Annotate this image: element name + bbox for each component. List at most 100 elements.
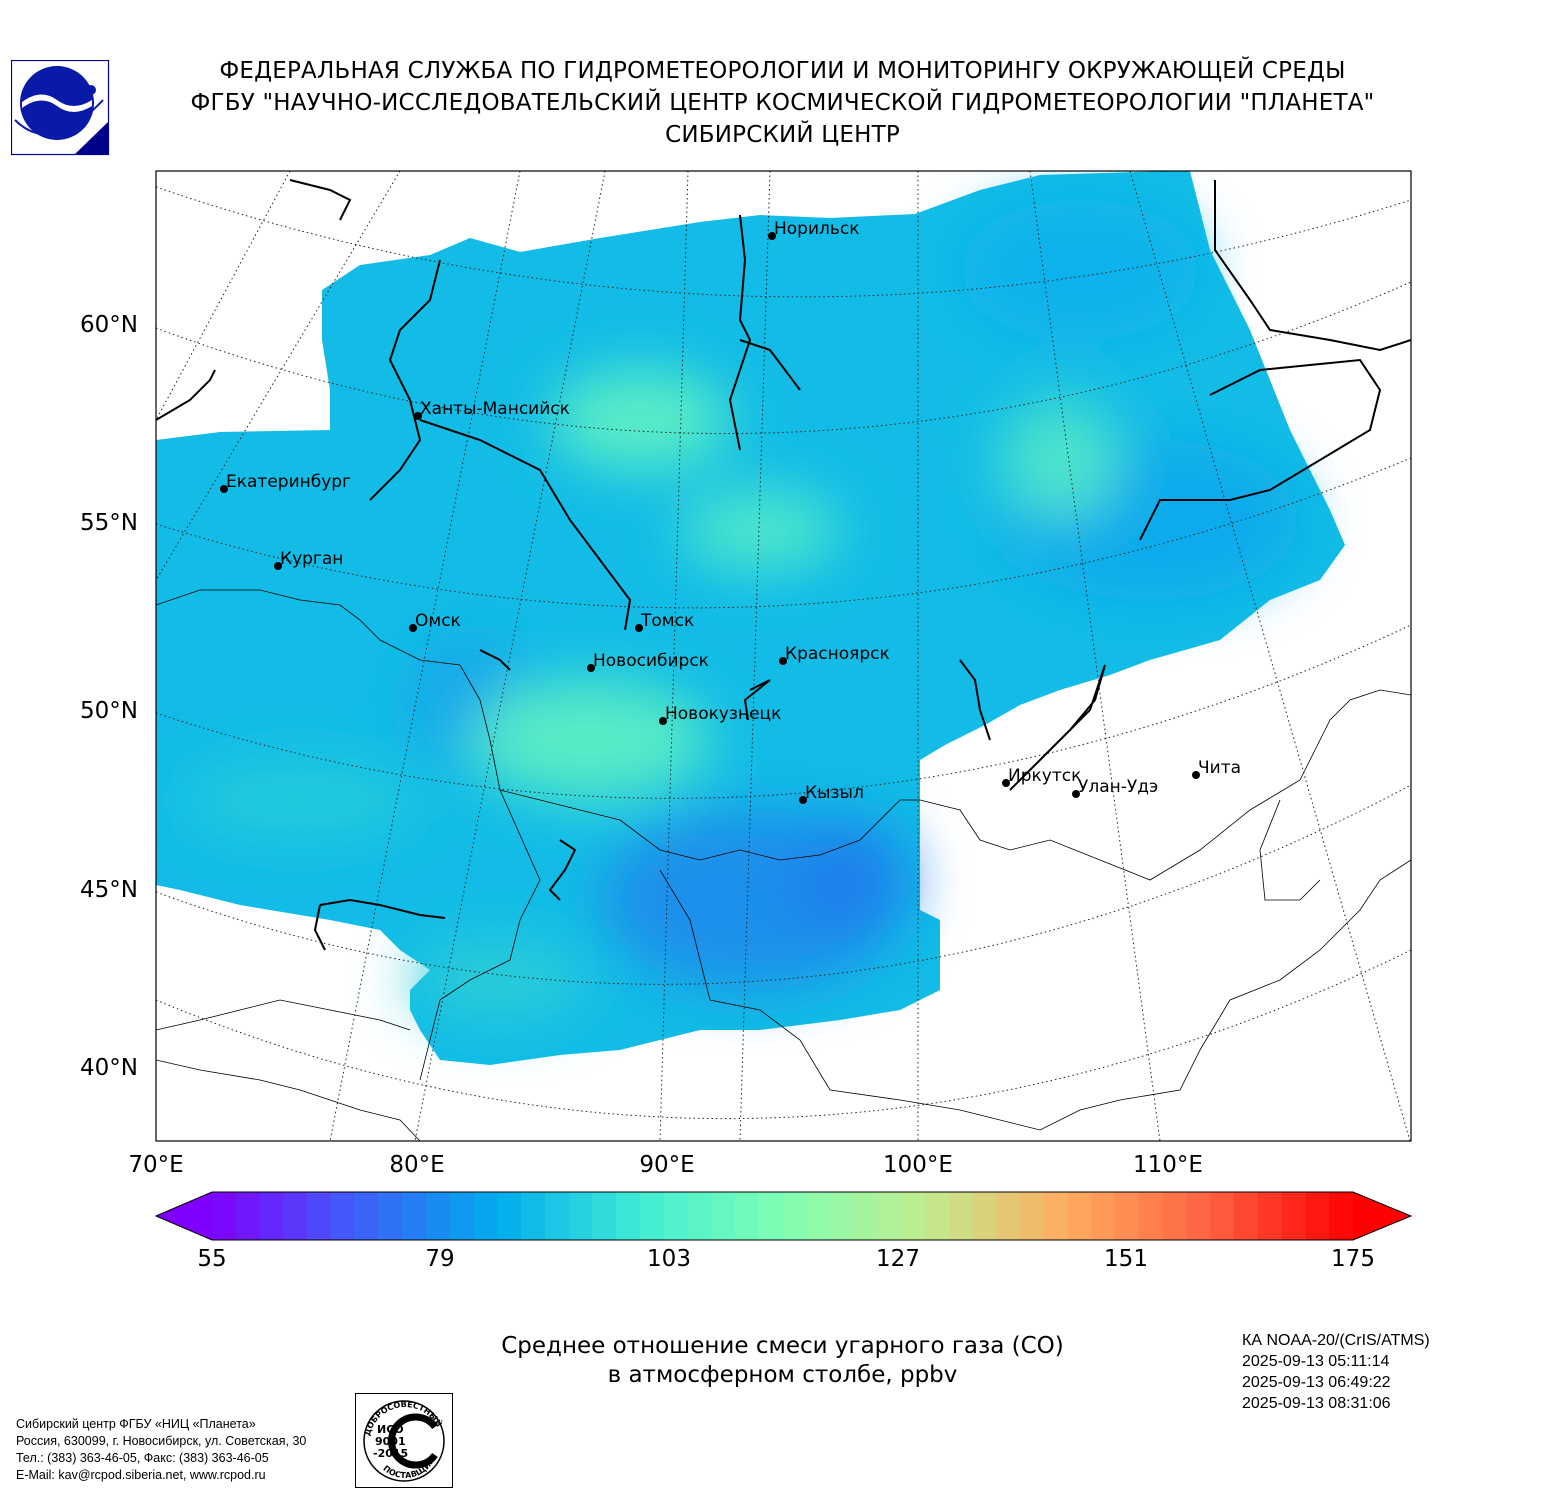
co-data-swath xyxy=(156,171,1345,1065)
colorbar-segment xyxy=(1043,1192,1069,1240)
city-label: Екатеринбург xyxy=(226,472,351,492)
colorbar-segment xyxy=(235,1192,261,1240)
colorbar-segment xyxy=(307,1192,332,1240)
address-line: Россия, 630099, г. Новосибирск, ул. Сове… xyxy=(16,1434,307,1448)
country-borders xyxy=(156,589,1411,1141)
lon-label-110: 110°E xyxy=(1133,1152,1203,1178)
city-dot xyxy=(587,664,595,672)
city-dot xyxy=(1072,790,1080,798)
lat-label-60: 60°N xyxy=(80,312,138,338)
colorbar-segment xyxy=(259,1192,284,1240)
graticule xyxy=(156,171,1411,1141)
colorbar-tick: 79 xyxy=(425,1246,455,1272)
city-label: Новосибирск xyxy=(593,651,709,671)
city-label: Чита xyxy=(1198,758,1241,778)
city-dot xyxy=(1002,779,1010,787)
colorbar-tick: 127 xyxy=(876,1246,920,1272)
pass-time: 2025-09-13 05:11:14 xyxy=(1242,1353,1390,1370)
colorbar-segment xyxy=(901,1192,926,1240)
city-label: Норильск xyxy=(774,219,860,239)
lon-label-90: 90°E xyxy=(639,1152,695,1178)
city-label: Томск xyxy=(640,611,694,631)
colorbar-segment xyxy=(497,1192,522,1240)
city-dot xyxy=(779,657,787,665)
colorbar-segment xyxy=(734,1192,760,1240)
lat-label-55: 55°N xyxy=(80,510,138,536)
colorbar-segment xyxy=(806,1192,831,1240)
colorbar-tick: 103 xyxy=(647,1246,691,1272)
address-line: E-Mail: kav@rcpod.siberia.net, www.rcpod… xyxy=(16,1468,266,1482)
colorbar-outline xyxy=(154,1191,1413,1241)
address-line: Тел.: (383) 363-46-05, Факс: (383) 363-4… xyxy=(16,1451,269,1465)
colorbar-segment xyxy=(711,1192,736,1240)
city-dot xyxy=(799,796,807,804)
colorbar-segment xyxy=(1091,1192,1116,1240)
colorbar-segment xyxy=(1115,1192,1140,1240)
colorbar-segment xyxy=(1139,1192,1164,1240)
colorbar-segment xyxy=(1329,1192,1354,1240)
colorbar-segment xyxy=(782,1192,807,1240)
svg-text:-2015: -2015 xyxy=(373,1447,408,1460)
city-dot xyxy=(1192,771,1200,779)
city-label: Кызыл xyxy=(805,783,864,803)
svg-text:9001: 9001 xyxy=(375,1435,406,1448)
colorbar-segment xyxy=(1305,1192,1330,1240)
city-dot xyxy=(414,412,422,420)
address-line: Сибирский центр ФГБУ «НИЦ «Планета» xyxy=(16,1417,256,1431)
lat-label-45: 45°N xyxy=(80,877,138,903)
city-dot xyxy=(220,485,228,493)
header-line-2: ФГБУ "НАУЧНО-ИССЛЕДОВАТЕЛЬСКИЙ ЦЕНТР КОС… xyxy=(190,90,1375,116)
colorbar-segment xyxy=(473,1192,498,1240)
city-label: Иркутск xyxy=(1008,766,1081,786)
city-dot xyxy=(274,562,282,570)
colorbar-over-arrow xyxy=(1353,1192,1411,1240)
city-label: Новокузнецк xyxy=(665,704,781,724)
colorbar-segment xyxy=(544,1192,570,1240)
colorbar-segment xyxy=(425,1192,451,1240)
lat-label-40: 40°N xyxy=(80,1055,138,1081)
colorbar-under-arrow xyxy=(156,1192,212,1240)
header-line-3: СИБИРСКИЙ ЦЕНТР xyxy=(665,122,900,148)
colorbar-segment xyxy=(758,1192,784,1240)
colorbar-segment xyxy=(212,1192,237,1240)
colorbar-segment xyxy=(925,1192,950,1240)
city-label: Ханты-Мансийск xyxy=(420,399,570,419)
svg-text:ИСО: ИСО xyxy=(377,1423,404,1436)
city-label: Улан-Удэ xyxy=(1078,777,1158,797)
colorbar-segment xyxy=(354,1192,379,1240)
colorbar-segment xyxy=(449,1192,475,1240)
map-frame xyxy=(155,170,1412,1142)
caption-line-1: Среднее отношение смеси угарного газа (C… xyxy=(501,1333,1064,1359)
satellite-name: КА NOAA-20/(CrIS/ATMS) xyxy=(1242,1332,1430,1349)
colorbar-segment xyxy=(877,1192,902,1240)
rivers-coastlines xyxy=(156,179,1411,951)
colorbar-segment xyxy=(830,1192,855,1240)
planeta-logo xyxy=(11,60,110,156)
colorbar-segment xyxy=(948,1192,974,1240)
city-dot xyxy=(409,624,417,632)
colorbar-segment xyxy=(853,1192,879,1240)
colorbar-tick: 55 xyxy=(197,1246,227,1272)
city-dot xyxy=(635,624,643,632)
lon-label-100: 100°E xyxy=(883,1152,953,1178)
city-markers: Норильск Ханты-Мансийск Екатеринбург Курган… xyxy=(220,219,1241,804)
colorbar-segment xyxy=(568,1192,593,1240)
lat-label-50: 50°N xyxy=(80,698,138,724)
colorbar-segment xyxy=(1234,1192,1259,1240)
city-label: Омск xyxy=(415,611,461,631)
colorbar-segment xyxy=(1281,1192,1307,1240)
colorbar xyxy=(154,1191,1413,1241)
caption-line-2: в атмосферном столбе, ppbv xyxy=(607,1362,958,1388)
colorbar-segment xyxy=(616,1192,641,1240)
iso-9001-stamp: ДОБРОСОВЕСТНЫЙ ПОСТАВЩИК ИСО 9001 -2015 xyxy=(355,1393,453,1488)
colorbar-tick: 175 xyxy=(1331,1246,1375,1272)
colorbar-segment xyxy=(1210,1192,1235,1240)
colorbar-segment xyxy=(592,1192,617,1240)
colorbar-segment xyxy=(330,1192,356,1240)
colorbar-tick: 151 xyxy=(1104,1246,1148,1272)
colorbar-segment xyxy=(996,1192,1021,1240)
colorbar-segment xyxy=(1067,1192,1093,1240)
colorbar-segment xyxy=(1257,1192,1283,1240)
colorbar-segment xyxy=(1020,1192,1045,1240)
